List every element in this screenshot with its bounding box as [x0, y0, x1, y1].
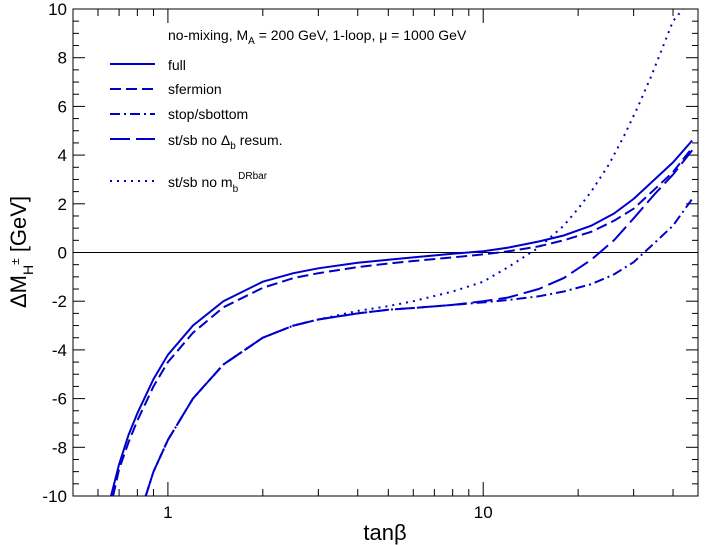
y-tick-label: -10 [42, 487, 67, 506]
y-tick-label: -4 [52, 341, 67, 360]
x-axis-label: tanβ [363, 520, 406, 545]
series-line-full [110, 139, 693, 496]
series-line-sfermion [112, 147, 693, 496]
y-tick-label: 4 [58, 146, 67, 165]
y-axis-label: ΔMH± [GeV] [6, 196, 36, 308]
y-tick-label: 8 [58, 49, 67, 68]
legend-label-stopsbottom: stop/sbottom [168, 106, 248, 122]
data-series [110, 9, 694, 496]
x-tick-label: 1 [163, 503, 172, 522]
series-line-nomb [144, 9, 684, 496]
y-tick-label: 6 [58, 97, 67, 116]
tick-labels: -10 -8 -6 -4 -2 0 2 4 6 8 10 1 10 [42, 0, 492, 522]
series-line-stopsbottom [144, 198, 694, 496]
y-tick-label: -2 [52, 292, 67, 311]
legend-label-full: full [168, 57, 186, 73]
legend-label-no-db: st/sb no Δb resum. [168, 132, 283, 152]
legend-title: no-mixing, MA = 200 GeV, 1-loop, μ = 100… [168, 27, 467, 47]
y-tick-label: 0 [58, 244, 67, 263]
y-tick-label: 2 [58, 195, 67, 214]
x-tick-label: 10 [474, 503, 493, 522]
plot-frame [72, 8, 699, 497]
series-line-nodb [144, 149, 693, 496]
y-tick-label: 10 [48, 0, 67, 19]
y-tick-label: -6 [52, 390, 67, 409]
legend-label-no-mb: st/sb no mbDRbar [168, 171, 268, 195]
y-tick-label: -8 [52, 438, 67, 457]
legend-samples [110, 63, 155, 182]
legend-label-sfermion: sfermion [168, 81, 222, 97]
legend: no-mixing, MA = 200 GeV, 1-loop, μ = 100… [110, 27, 467, 195]
